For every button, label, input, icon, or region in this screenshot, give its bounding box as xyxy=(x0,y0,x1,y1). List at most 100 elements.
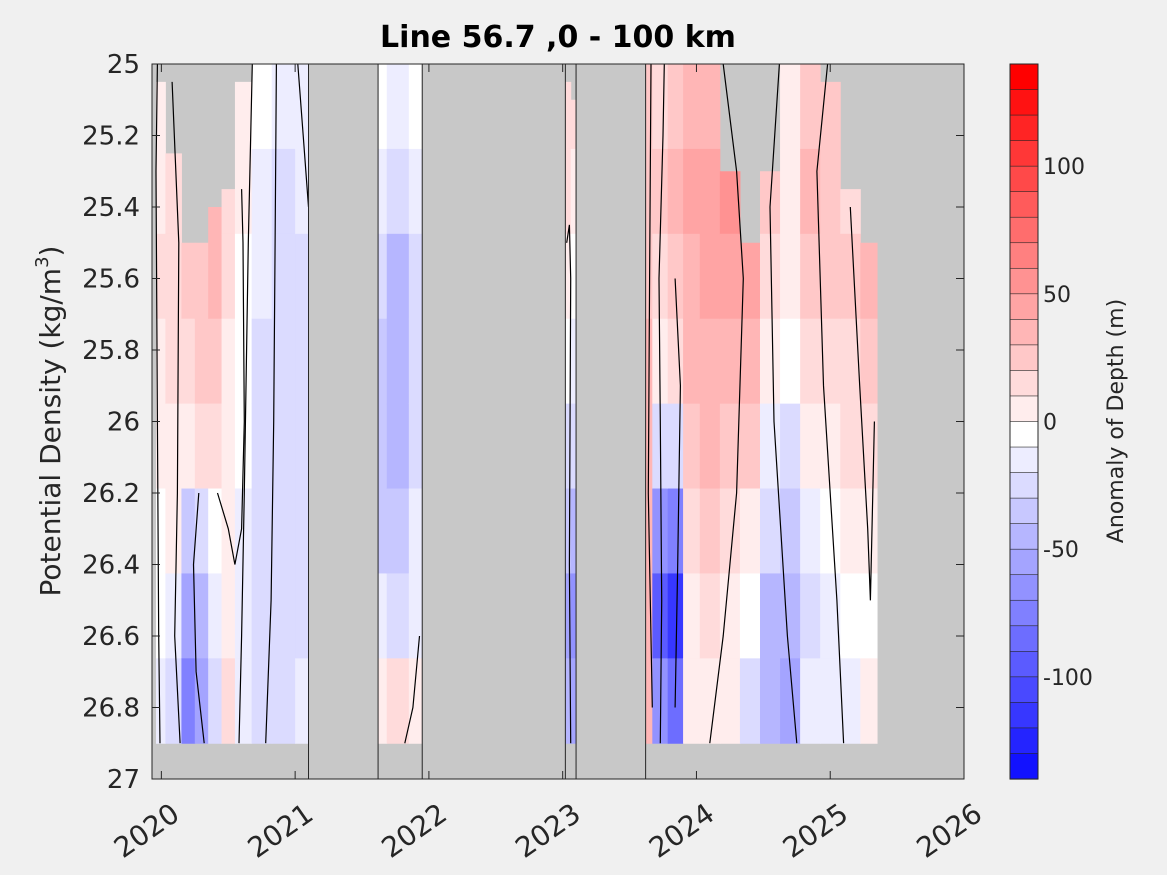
heatmap-cell xyxy=(860,488,878,574)
colorbar-tick-label: -100 xyxy=(1043,666,1093,691)
heatmap-cell xyxy=(295,233,310,320)
heatmap-cell xyxy=(208,488,223,574)
colorbar-segment xyxy=(1009,421,1039,448)
heatmap-cell xyxy=(271,64,296,150)
heatmap-cell xyxy=(699,318,721,405)
heatmap-cell xyxy=(251,658,273,744)
heatmap-cell xyxy=(378,573,388,659)
heatmap-cell xyxy=(194,318,209,405)
no-data-gap-layer xyxy=(308,63,647,780)
heatmap-cell xyxy=(759,233,781,320)
heatmap-cell xyxy=(759,403,781,490)
heatmap-cell xyxy=(234,573,253,659)
heatmap-cell xyxy=(408,403,423,490)
colorbar-segment xyxy=(1009,548,1039,576)
y-tick-label: 26.2 xyxy=(82,479,140,509)
x-tick-label: 2020 xyxy=(108,797,185,865)
colorbar-segment xyxy=(1009,651,1039,678)
heatmap-cell xyxy=(820,233,841,320)
heatmap-cell xyxy=(378,403,388,490)
colorbar-segment xyxy=(1009,446,1039,474)
colorbar-segment xyxy=(1009,625,1039,652)
y-tick-label: 26.6 xyxy=(82,622,140,652)
heatmap-cell xyxy=(683,64,701,150)
heatmap-cell xyxy=(820,318,841,405)
heatmap-cell xyxy=(156,488,166,574)
heatmap-cell xyxy=(820,573,841,659)
heatmap-cell xyxy=(820,658,841,744)
zero-contour-layer xyxy=(155,64,875,744)
heatmap-cell xyxy=(800,658,821,744)
heatmap-cell xyxy=(652,233,669,320)
y-tick-label: 25.2 xyxy=(82,122,140,152)
heatmap-cell xyxy=(386,64,410,150)
colorbar-segment xyxy=(1009,599,1039,627)
heatmap-cell xyxy=(386,318,410,405)
heatmap-cell xyxy=(165,318,182,405)
heatmap-cell xyxy=(386,403,410,490)
heatmap-cell xyxy=(570,99,577,150)
zero-contour-line xyxy=(238,64,253,744)
heatmap-cell xyxy=(565,488,572,574)
heatmap-cell xyxy=(221,189,236,235)
y-tick-label: 26.4 xyxy=(82,551,140,581)
y-axis: 25 25.2 25.4 25.6 25.8 26 26.2 26.4 26.6 26.8 27 xyxy=(82,50,964,795)
colorbar-segment xyxy=(1009,319,1039,346)
heatmap-cell xyxy=(251,233,273,320)
zero-contour-line xyxy=(709,64,744,744)
heatmap-cell xyxy=(780,403,801,490)
heatmap-cell xyxy=(221,573,236,659)
colorbar-segment xyxy=(1009,293,1039,320)
heatmap-cell xyxy=(165,573,182,659)
y-tick-label: 25.4 xyxy=(82,193,140,223)
zero-contour-line xyxy=(658,64,665,744)
heatmap-cell xyxy=(386,573,410,659)
heatmap-cell xyxy=(699,403,721,490)
heatmap-cell xyxy=(860,318,878,405)
heatmap-cell xyxy=(570,488,577,574)
heatmap-cell xyxy=(251,488,273,574)
heatmap-cell xyxy=(699,488,721,574)
x-tick-label: 2024 xyxy=(643,797,720,865)
heatmap-cell xyxy=(156,573,166,659)
colorbar-segment xyxy=(1009,370,1039,397)
heatmap-cell xyxy=(667,233,684,320)
heatmap-cell xyxy=(234,658,253,744)
heatmap-cell xyxy=(221,658,236,744)
heatmap-cell xyxy=(652,488,669,574)
colorbar-segment xyxy=(1009,63,1039,91)
colorbar-segment xyxy=(1009,242,1039,269)
colorbar-segment xyxy=(1009,216,1039,244)
heatmap-cell xyxy=(667,573,684,659)
heatmap-cell xyxy=(780,233,801,320)
heatmap-cell xyxy=(208,658,223,744)
heatmap-cell xyxy=(570,318,577,405)
colorbar-segment xyxy=(1009,676,1039,703)
heatmap-cell xyxy=(165,233,182,320)
heatmap-cell xyxy=(181,658,196,744)
heatmap-cell xyxy=(699,64,721,150)
heatmap-cell xyxy=(683,658,701,744)
heatmap-cell xyxy=(156,81,166,150)
heatmap-cell xyxy=(378,64,388,150)
heatmap-cell xyxy=(271,318,296,405)
heatmap-cell xyxy=(840,233,861,320)
heatmap-cell xyxy=(645,148,653,235)
heatmap-cell xyxy=(165,488,182,574)
heatmap-cell xyxy=(645,403,653,490)
heatmap-cell xyxy=(408,658,423,744)
heatmap-cell xyxy=(860,242,878,320)
heatmap-cell xyxy=(194,488,209,574)
zero-contour-line xyxy=(647,64,653,708)
heatmap-cell xyxy=(565,658,572,744)
heatmap-cell xyxy=(156,148,166,235)
heatmap-cell xyxy=(840,318,861,405)
heatmap-cell xyxy=(800,148,821,235)
heatmap-cell xyxy=(667,403,684,490)
heatmap-cell xyxy=(386,233,410,320)
heatmap-cell xyxy=(570,658,577,744)
heatmap-cell xyxy=(271,658,296,744)
heatmap-cell xyxy=(165,403,182,490)
heatmap-cell xyxy=(208,573,223,659)
